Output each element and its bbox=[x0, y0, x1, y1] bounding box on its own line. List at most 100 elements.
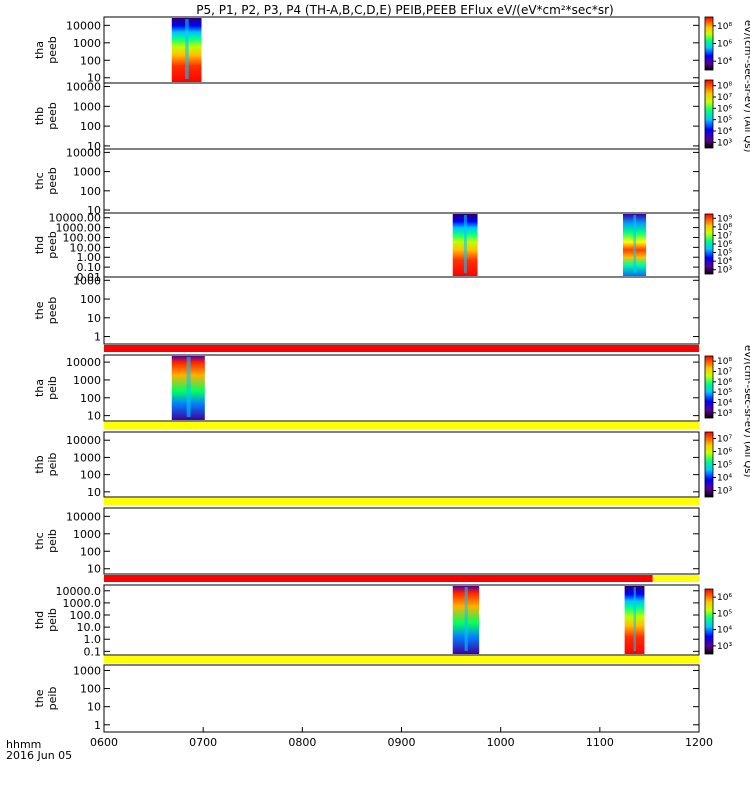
y-tick-label: 100 bbox=[80, 293, 101, 306]
panel-label-product: peeb bbox=[46, 36, 59, 64]
y-tick-label: 1000 bbox=[73, 374, 101, 387]
colorbar-tick-label: 10⁴ bbox=[717, 399, 732, 409]
y-tick-label: 1.00 bbox=[77, 251, 102, 264]
colorbar-gradient bbox=[704, 16, 714, 71]
y-tick-label: 10 bbox=[87, 563, 101, 576]
y-tick-label: 10 bbox=[87, 140, 101, 153]
colorbar-tick-label: 10³ bbox=[717, 642, 732, 652]
colorbar-tick-label: 10⁶ bbox=[717, 448, 732, 458]
colorbar-tick-label: 10⁷ bbox=[717, 435, 732, 445]
y-tick-label: 100 bbox=[80, 469, 101, 482]
y-tick-label: 10 bbox=[87, 72, 101, 85]
y-tick-label: 1000 bbox=[73, 664, 101, 677]
panel-label-probe: thc bbox=[33, 532, 46, 549]
y-tick-label: 10 bbox=[87, 410, 101, 423]
colorbar-gradient bbox=[704, 355, 714, 419]
colorbar-tick-label: 10⁶ bbox=[717, 104, 732, 114]
colorbar-tick-label: 10⁵ bbox=[717, 388, 732, 398]
y-tick-label: 1 bbox=[94, 331, 101, 344]
spectrogram-core bbox=[185, 19, 189, 79]
panel-label-product: peeb bbox=[46, 297, 59, 325]
panel-frame bbox=[103, 212, 700, 278]
y-tick-label: 100 bbox=[80, 683, 101, 696]
y-tick-label: 1000 bbox=[73, 451, 101, 464]
colorbar-tick-label: 10⁵ bbox=[717, 461, 732, 471]
chart-title: P5, P1, P2, P3, P4 (TH-A,B,C,D,E) PEIB,P… bbox=[196, 3, 613, 17]
y-tick-label: 0.1 bbox=[84, 645, 102, 658]
colorbar-tick-label: 10⁴ bbox=[717, 127, 732, 137]
quality-flag-bar bbox=[104, 656, 699, 663]
panel-label-product: peeb bbox=[46, 102, 59, 130]
y-tick-label: 1000 bbox=[73, 274, 101, 287]
panel-thb-peeb: 10 100 1000 10000 thb peeb bbox=[33, 80, 700, 153]
y-tick-label: 1000 bbox=[73, 37, 101, 50]
y-tick-label: 10 bbox=[87, 701, 101, 714]
colorbar-tick-label: 10⁹ bbox=[717, 214, 732, 224]
colorbar-tick-label: 10⁷ bbox=[717, 93, 732, 103]
panel-label-product: peeb bbox=[46, 231, 59, 259]
colorbar-tick-label: 10⁸ bbox=[717, 357, 732, 367]
panel-frame bbox=[103, 507, 700, 575]
colorbar-gradient bbox=[704, 588, 714, 655]
y-tick-label: 100 bbox=[80, 54, 101, 67]
y-tick-label: 100 bbox=[80, 120, 101, 133]
y-tick-label: 10000.00 bbox=[49, 212, 102, 225]
flag-segment bbox=[104, 575, 653, 582]
x-axis-label-top: hhmm bbox=[6, 738, 41, 751]
panel-label-probe: tha bbox=[33, 379, 46, 397]
panel-frame bbox=[103, 431, 700, 498]
colorbar-tick-label: 10³ bbox=[717, 266, 732, 276]
flag-segment bbox=[104, 345, 699, 352]
y-tick-label: 100 bbox=[80, 185, 101, 198]
x-tick-label: 1000 bbox=[487, 736, 515, 749]
y-tick-label: 0.10 bbox=[77, 261, 102, 274]
y-tick-label: 10000 bbox=[66, 80, 101, 93]
panel-label-probe: tha bbox=[33, 41, 46, 59]
y-tick-label: 1000.00 bbox=[56, 222, 102, 235]
x-tick-label: 0700 bbox=[189, 736, 217, 749]
panel-thc-peeb: 10 100 1000 10000 thc peeb bbox=[33, 146, 700, 217]
y-tick-label: 1000 bbox=[73, 100, 101, 113]
panel-label-probe: thb bbox=[33, 107, 46, 125]
x-tick-label: 0600 bbox=[90, 736, 118, 749]
panel-thd-peeb: 0.010.101.0010.00100.001000.0010000.00th… bbox=[33, 212, 700, 284]
colorbar-unit-label-lower: eV/(cm²-sec-sr-eV) (All Qs) bbox=[742, 345, 750, 478]
colorbar-tick-label: 10⁵ bbox=[717, 609, 732, 619]
x-axis-label-bottom: 2016 Jun 05 bbox=[6, 749, 72, 762]
y-tick-label: 100 bbox=[80, 545, 101, 558]
colorbar-unit-label-upper: eV/(cm²-sec-sr-eV) (All Qs) bbox=[742, 20, 750, 153]
y-tick-label: 10000 bbox=[66, 434, 101, 447]
colorbar-tick-label: 10⁸ bbox=[717, 22, 732, 32]
panel-the-peib: 1 10 100 1000 the peib bbox=[33, 664, 700, 733]
y-tick-label: 1 bbox=[94, 719, 101, 732]
y-tick-label: 10 bbox=[87, 204, 101, 217]
y-tick-label: 10000 bbox=[66, 19, 101, 32]
y-tick-label: 1000 bbox=[73, 166, 101, 179]
colorbar: 10³ 10⁴ 10⁵ 10⁶ bbox=[704, 588, 732, 655]
y-tick-label: 100.0 bbox=[70, 609, 102, 622]
y-tick-label: 10000 bbox=[66, 356, 101, 369]
quality-flag-bar bbox=[104, 345, 699, 352]
quality-flag-bar bbox=[104, 422, 699, 429]
panel-frame bbox=[103, 148, 700, 214]
x-tick-label: 0800 bbox=[288, 736, 316, 749]
colorbar-tick-label: 10⁴ bbox=[717, 57, 732, 67]
flag-segment bbox=[104, 422, 699, 429]
x-tick-label: 1100 bbox=[586, 736, 614, 749]
colorbar-tick-label: 10³ bbox=[717, 409, 732, 419]
colorbar-gradient bbox=[704, 213, 714, 275]
flag-segment bbox=[652, 575, 699, 582]
colorbar-tick-label: 10⁴ bbox=[717, 257, 732, 267]
colorbar: 10⁴ 10⁶ 10⁸ bbox=[704, 16, 732, 71]
panel-label-product: peib bbox=[46, 529, 59, 553]
colorbar-tick-label: 10⁶ bbox=[717, 593, 732, 603]
spectrogram-core bbox=[186, 357, 191, 417]
y-tick-label: 1000.0 bbox=[63, 597, 102, 610]
panel-frame bbox=[103, 584, 700, 656]
panel-frame bbox=[103, 664, 700, 733]
panel-frame bbox=[103, 276, 700, 345]
quality-flag-bar bbox=[104, 575, 699, 582]
colorbar: 10³ 10⁴ 10⁵ 10⁶ 10⁷ bbox=[704, 431, 732, 498]
